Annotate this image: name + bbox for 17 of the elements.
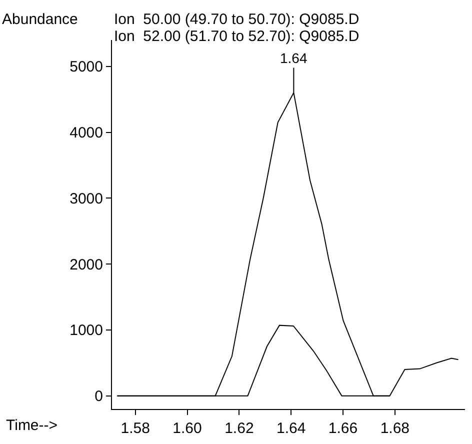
- x-tick-label: 1.64: [276, 420, 306, 437]
- y-tick-label: 2000: [70, 256, 103, 274]
- x-axis-title: Time-->: [6, 417, 58, 434]
- x-tick-label: 1.58: [120, 420, 150, 437]
- annotation: Ion 52.00 (51.70 to 52.70): Q9085.D: [114, 28, 360, 45]
- x-tick-label: 1.66: [328, 420, 358, 437]
- y-tick-label: 1000: [70, 322, 103, 340]
- y-tick-label: 3000: [70, 190, 103, 208]
- y-tick-label: 4000: [70, 124, 103, 142]
- y-tick-label: 5000: [70, 58, 103, 76]
- x-tick-label: 1.62: [224, 420, 254, 437]
- y-axis-title: Abundance: [2, 11, 78, 28]
- x-tick-label: 1.60: [172, 420, 202, 437]
- x-tick-label: 1.68: [380, 420, 410, 437]
- annotation: 1.64: [280, 50, 308, 66]
- y-tick-label: 0: [94, 388, 103, 406]
- text: Ion 50.00 (49.70 to 50.70): Q9085.D: [114, 11, 360, 28]
